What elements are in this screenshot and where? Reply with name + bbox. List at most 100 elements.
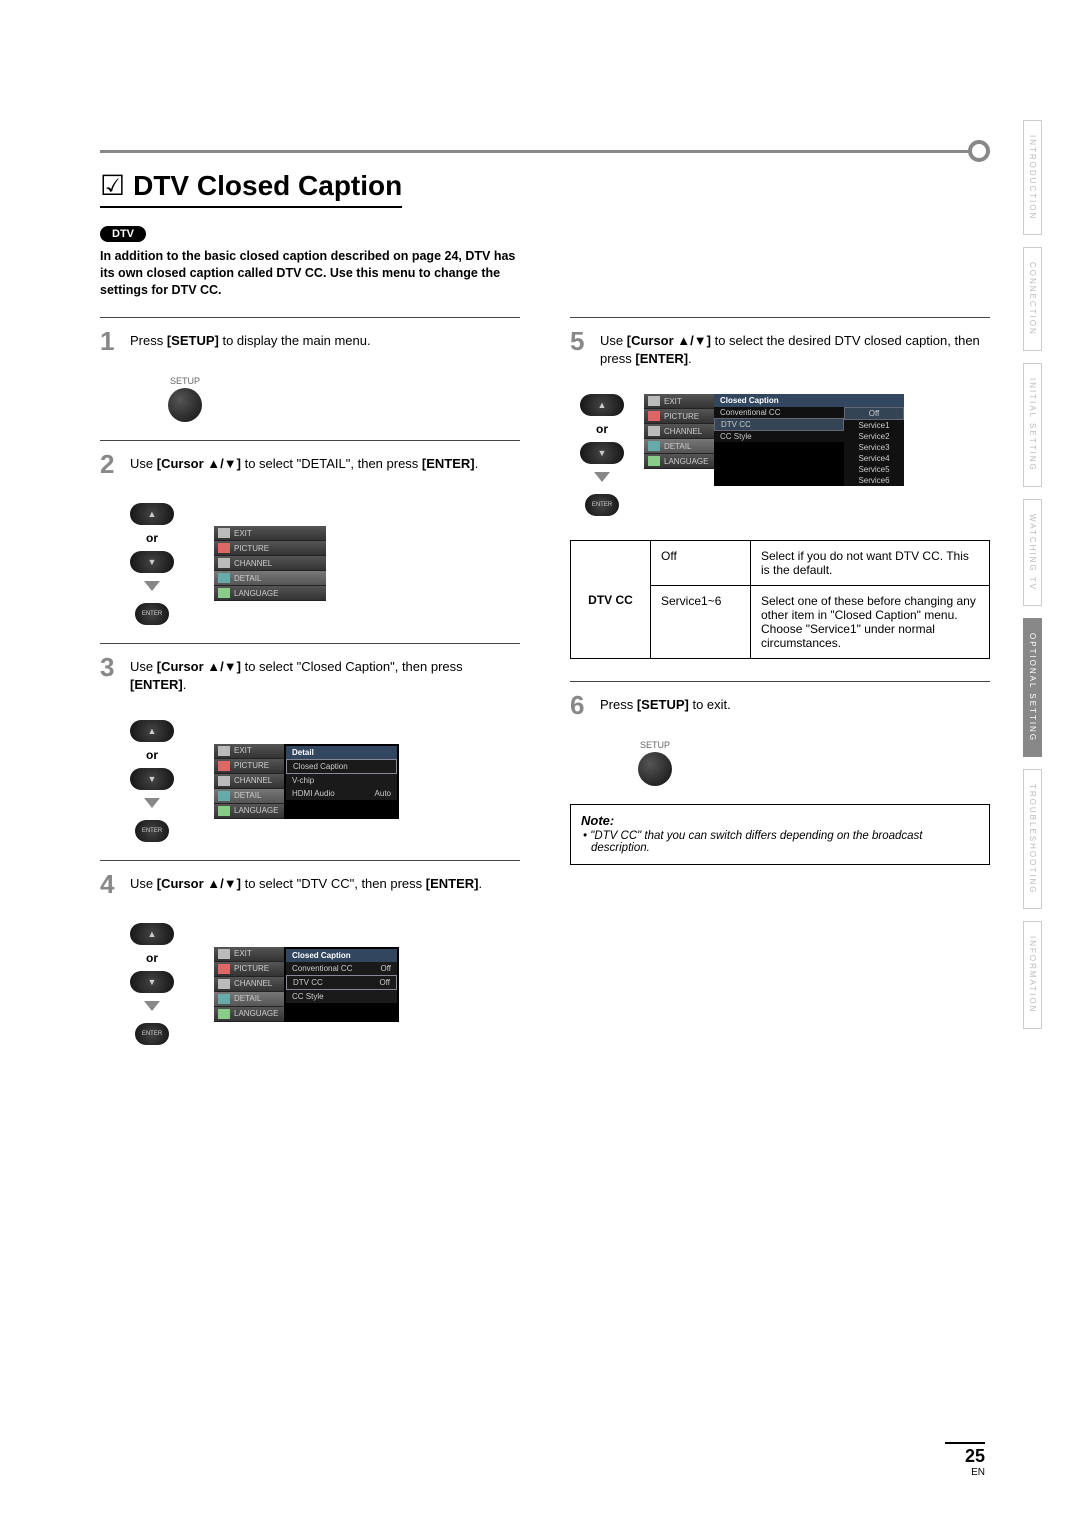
enter-button-icon: ENTER — [135, 603, 169, 625]
cursor-down-icon: ▼ — [580, 442, 624, 464]
detail-icon — [218, 994, 230, 1004]
page-number: 25 EN — [945, 1442, 985, 1478]
tab-troubleshooting[interactable]: TROUBLESHOOTING — [1023, 769, 1042, 909]
step-2-num: 2 — [100, 451, 122, 477]
tab-introduction[interactable]: INTRODUCTION — [1023, 120, 1042, 235]
page-title: DTV Closed Caption — [133, 170, 402, 202]
tab-optional-setting[interactable]: OPTIONAL SETTING — [1023, 618, 1042, 757]
or-label: or — [596, 422, 608, 436]
tab-watching-tv[interactable]: WATCHING TV — [1023, 499, 1042, 606]
cc-header: Closed Caption — [286, 949, 397, 962]
language-icon — [218, 1009, 230, 1019]
step-1-text: Press [SETUP] to display the main menu. — [130, 328, 371, 354]
note-title: Note: — [581, 813, 979, 828]
cursor-up-icon: ▲ — [130, 720, 174, 742]
tab-connection[interactable]: CONNECTION — [1023, 247, 1042, 351]
triangle-down-icon — [594, 472, 610, 482]
note-item: • "DTV CC" that you can switch differs d… — [591, 830, 979, 854]
picture-icon — [218, 964, 230, 974]
step-1: 1 Press [SETUP] to display the main menu… — [100, 317, 520, 372]
side-tabs: INTRODUCTION CONNECTION INITIAL SETTING … — [1023, 120, 1042, 1029]
triangle-down-icon — [144, 581, 160, 591]
language-icon — [218, 806, 230, 816]
step-4-num: 4 — [100, 871, 122, 897]
cursor-down-icon: ▼ — [130, 768, 174, 790]
step-1-num: 1 — [100, 328, 122, 354]
cc-open-menu-screenshot: EXIT PICTURE CHANNEL DETAIL LANGUAGE Clo… — [644, 394, 904, 486]
or-label: or — [146, 748, 158, 762]
enter-button-icon: ENTER — [585, 494, 619, 516]
right-column: 5 Use [Cursor ▲/▼] to select the desired… — [570, 317, 990, 1045]
exit-icon — [218, 746, 230, 756]
channel-icon — [218, 776, 230, 786]
note-box: Note: • "DTV CC" that you can switch dif… — [570, 804, 990, 865]
detail-icon — [218, 573, 230, 583]
dtvcc-opt-off: Off — [651, 541, 751, 586]
setup-button-icon — [638, 752, 672, 786]
step-5-text: Use [Cursor ▲/▼] to select the desired D… — [600, 328, 990, 368]
step-4: 4 Use [Cursor ▲/▼] to select "DTV CC", t… — [100, 860, 520, 915]
setup-label: SETUP — [630, 740, 680, 750]
language-icon — [648, 456, 660, 466]
dpad-icon: ▲ or ▼ ENTER — [580, 394, 624, 516]
step-4-remote: ▲ or ▼ ENTER EXIT PICTURE CHANNEL DETAIL… — [130, 923, 520, 1045]
header-rule — [100, 150, 990, 153]
detail-menu-screenshot: EXIT PICTURE CHANNEL DETAIL LANGUAGE Det… — [214, 744, 399, 819]
step-6-body: SETUP — [600, 740, 990, 786]
tab-initial-setting[interactable]: INITIAL SETTING — [1023, 363, 1042, 487]
exit-icon — [218, 528, 230, 538]
tab-information[interactable]: INFORMATION — [1023, 921, 1042, 1028]
step-5-remote: ▲ or ▼ ENTER EXIT PICTURE CHANNEL DETAIL… — [580, 394, 990, 516]
dtv-badge: DTV — [100, 226, 146, 242]
dpad-icon: ▲ or ▼ ENTER — [130, 923, 174, 1045]
exit-icon — [648, 396, 660, 406]
dpad-icon: ▲ or ▼ ENTER — [130, 720, 174, 842]
triangle-down-icon — [144, 1001, 160, 1011]
cursor-up-icon: ▲ — [130, 503, 174, 525]
picture-icon — [648, 411, 660, 421]
step-6-text: Press [SETUP] to exit. — [600, 692, 731, 718]
detail-header: Detail — [286, 746, 397, 759]
channel-icon — [218, 558, 230, 568]
step-2-text: Use [Cursor ▲/▼] to select "DETAIL", the… — [130, 451, 478, 477]
step-6-num: 6 — [570, 692, 592, 718]
dtvcc-desc-off: Select if you do not want DTV CC. This i… — [751, 541, 990, 586]
detail-icon — [648, 441, 660, 451]
step-1-body: SETUP — [130, 376, 520, 422]
check-icon: ☑ — [100, 172, 125, 200]
or-label: or — [146, 951, 158, 965]
or-label: or — [146, 531, 158, 545]
step-5: 5 Use [Cursor ▲/▼] to select the desired… — [570, 317, 990, 386]
enter-button-icon: ENTER — [135, 820, 169, 842]
step-4-text: Use [Cursor ▲/▼] to select "DTV CC", the… — [130, 871, 482, 897]
left-column: 1 Press [SETUP] to display the main menu… — [100, 317, 520, 1045]
dtvcc-desc-service: Select one of these before changing any … — [751, 586, 990, 659]
step-3-remote: ▲ or ▼ ENTER EXIT PICTURE CHANNEL DETAIL… — [130, 720, 520, 842]
channel-icon — [648, 426, 660, 436]
setup-label: SETUP — [160, 376, 210, 386]
header-circle-icon — [968, 140, 990, 162]
page-title-row: ☑ DTV Closed Caption — [100, 170, 402, 208]
step-6: 6 Press [SETUP] to exit. — [570, 681, 990, 736]
dtvcc-opt-service: Service1~6 — [651, 586, 751, 659]
dpad-icon: ▲ or ▼ ENTER — [130, 503, 174, 625]
step-3-text: Use [Cursor ▲/▼] to select "Closed Capti… — [130, 654, 520, 694]
dtvcc-table: DTV CC Off Select if you do not want DTV… — [570, 540, 990, 659]
step-2: 2 Use [Cursor ▲/▼] to select "DETAIL", t… — [100, 440, 520, 495]
cursor-down-icon: ▼ — [130, 971, 174, 993]
cc-open-header: Closed Caption — [714, 394, 904, 407]
cursor-up-icon: ▲ — [130, 923, 174, 945]
picture-icon — [218, 543, 230, 553]
step-3: 3 Use [Cursor ▲/▼] to select "Closed Cap… — [100, 643, 520, 712]
setup-button-icon — [168, 388, 202, 422]
channel-icon — [218, 979, 230, 989]
step-3-num: 3 — [100, 654, 122, 694]
triangle-down-icon — [144, 798, 160, 808]
step-2-remote: ▲ or ▼ ENTER EXIT PICTURE CHANNEL DETAIL… — [130, 503, 520, 625]
step-5-num: 5 — [570, 328, 592, 368]
cursor-down-icon: ▼ — [130, 551, 174, 573]
exit-icon — [218, 949, 230, 959]
cursor-up-icon: ▲ — [580, 394, 624, 416]
menu-screenshot: EXIT PICTURE CHANNEL DETAIL LANGUAGE — [214, 526, 326, 601]
cc-menu-screenshot: EXIT PICTURE CHANNEL DETAIL LANGUAGE Clo… — [214, 947, 399, 1022]
